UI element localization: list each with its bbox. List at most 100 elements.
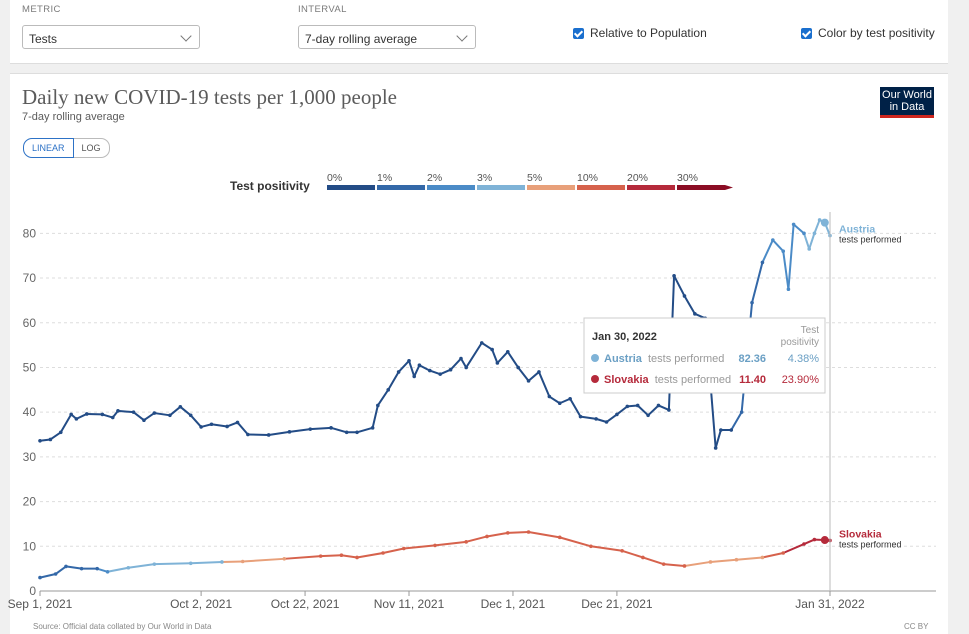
series-segment bbox=[61, 414, 71, 432]
legend-bin-label: 0% bbox=[327, 172, 342, 184]
data-point bbox=[267, 433, 271, 437]
data-point bbox=[127, 566, 131, 570]
data-point bbox=[371, 426, 375, 430]
legend-bin bbox=[527, 185, 575, 190]
data-point bbox=[210, 422, 214, 426]
data-point bbox=[355, 556, 359, 560]
series-segment bbox=[570, 399, 580, 417]
series-segment bbox=[108, 568, 129, 572]
data-point bbox=[288, 430, 292, 434]
series-label-sub: tests performed bbox=[839, 235, 902, 245]
series-segment bbox=[638, 405, 648, 415]
tooltip-austria-positivity: 4.38% bbox=[788, 353, 819, 365]
data-point bbox=[750, 301, 754, 305]
y-tick-label: 30 bbox=[23, 450, 37, 464]
series-segment bbox=[814, 220, 819, 233]
data-point bbox=[641, 556, 645, 560]
data-point bbox=[106, 570, 110, 574]
data-point bbox=[116, 409, 120, 413]
data-point bbox=[381, 551, 385, 555]
y-tick-label: 20 bbox=[23, 495, 37, 509]
series-segment bbox=[373, 405, 378, 427]
data-point bbox=[480, 341, 484, 345]
data-point bbox=[558, 536, 562, 540]
series-segment bbox=[752, 262, 762, 302]
series-segment bbox=[341, 555, 357, 557]
data-point bbox=[142, 418, 146, 422]
data-point bbox=[449, 368, 453, 372]
data-point bbox=[59, 430, 63, 434]
series-segment bbox=[466, 536, 487, 541]
legend-title: Test positivity bbox=[230, 179, 310, 193]
series-segment bbox=[399, 361, 409, 372]
data-point bbox=[527, 379, 531, 383]
data-point bbox=[792, 223, 796, 227]
data-point bbox=[464, 366, 468, 370]
data-point bbox=[189, 414, 193, 418]
series-segment bbox=[154, 563, 190, 564]
data-point bbox=[709, 560, 713, 564]
legend-bin bbox=[627, 185, 675, 190]
tooltip-date: Jan 30, 2022 bbox=[592, 331, 657, 343]
data-point bbox=[433, 544, 437, 548]
x-tick-label: Sep 1, 2021 bbox=[8, 597, 73, 611]
series-segment bbox=[191, 415, 201, 427]
data-point bbox=[662, 562, 666, 566]
y-tick-label: 0 bbox=[29, 584, 36, 598]
series-segment bbox=[154, 413, 170, 415]
data-point bbox=[95, 567, 99, 571]
source-footer: Source: Official data collated by Our Wo… bbox=[33, 622, 211, 631]
data-point bbox=[813, 232, 817, 236]
series-segment bbox=[773, 240, 783, 251]
x-tick-label: Dec 1, 2021 bbox=[481, 597, 546, 611]
series-segment bbox=[414, 365, 419, 376]
data-point bbox=[329, 426, 333, 430]
data-point bbox=[740, 410, 744, 414]
series-segment bbox=[134, 412, 144, 420]
legend-bin bbox=[677, 185, 725, 190]
series-segment bbox=[409, 361, 414, 377]
y-tick-label: 70 bbox=[23, 271, 37, 285]
y-tick-label: 40 bbox=[23, 405, 37, 419]
tooltip-austria-metric: tests performed bbox=[648, 353, 724, 365]
data-point bbox=[771, 238, 775, 242]
series-segment bbox=[466, 343, 482, 368]
tooltip-austria-row: Austria tests performed bbox=[604, 353, 724, 365]
tooltip-slovakia-swatch bbox=[591, 375, 599, 383]
x-tick-label: Jan 31, 2022 bbox=[795, 597, 865, 611]
data-point bbox=[735, 558, 739, 562]
data-point bbox=[236, 421, 240, 425]
series-segment bbox=[560, 537, 591, 546]
series-segment bbox=[591, 546, 622, 550]
series-segment bbox=[289, 429, 310, 432]
data-point bbox=[376, 404, 380, 408]
series-segment bbox=[191, 562, 222, 563]
tooltip-slovakia-positivity: 23.90% bbox=[782, 374, 820, 386]
series-segment bbox=[451, 359, 461, 370]
series-segment bbox=[674, 276, 684, 296]
series-segment bbox=[269, 432, 290, 435]
data-point bbox=[153, 562, 157, 566]
tooltip-slovakia-row: Slovakia tests performed bbox=[604, 374, 731, 386]
x-tick-label: Oct 2, 2021 bbox=[170, 597, 232, 611]
series-segment bbox=[238, 422, 248, 434]
data-point bbox=[506, 350, 510, 354]
data-point bbox=[589, 544, 593, 548]
series-segment bbox=[357, 553, 383, 557]
positivity-legend: 0%1%2%3%5%10%20%30% bbox=[327, 172, 733, 190]
series-segment bbox=[170, 407, 180, 415]
data-point bbox=[781, 249, 785, 253]
data-point bbox=[308, 427, 312, 431]
series-segment bbox=[731, 412, 741, 430]
data-point bbox=[319, 554, 323, 558]
legend-bin-label: 5% bbox=[527, 172, 542, 184]
legend-bin bbox=[577, 185, 625, 190]
series-segment bbox=[684, 296, 694, 314]
data-point bbox=[64, 565, 68, 569]
data-point bbox=[714, 446, 718, 450]
data-point bbox=[594, 417, 598, 421]
data-point bbox=[490, 348, 494, 352]
data-point bbox=[558, 401, 562, 405]
